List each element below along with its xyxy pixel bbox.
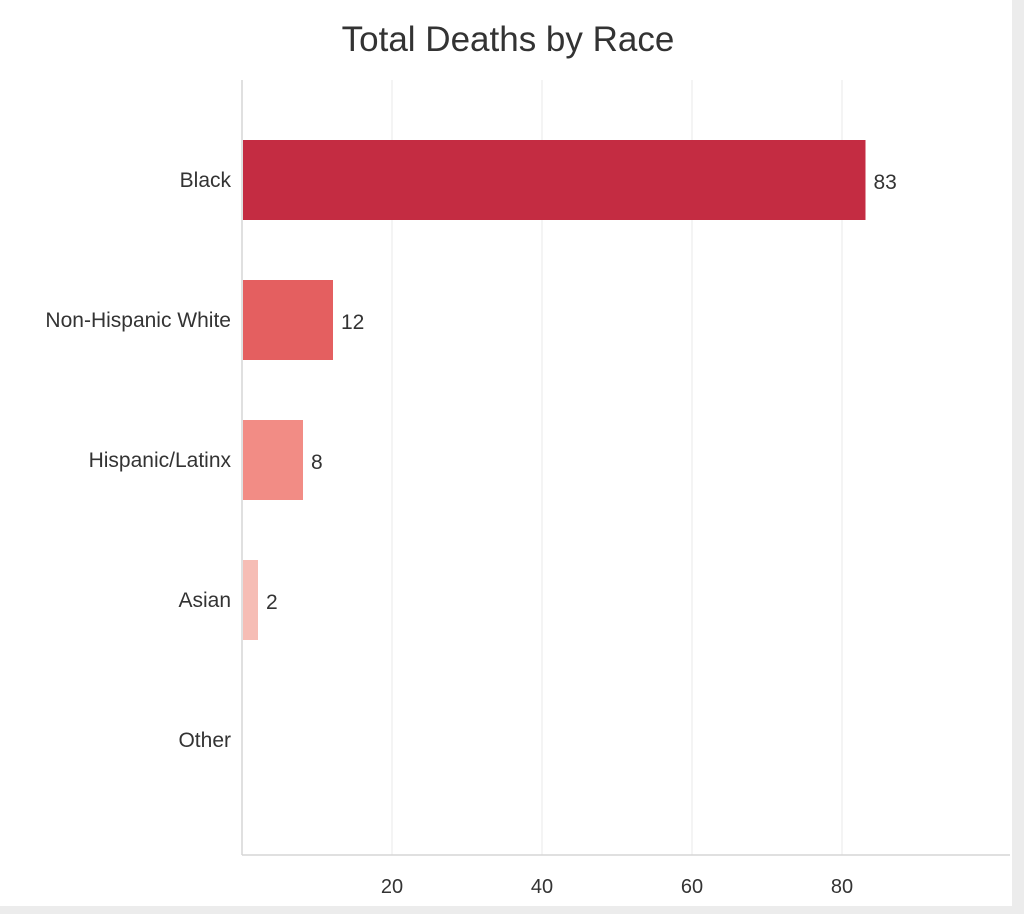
category-label: Asian bbox=[178, 589, 231, 612]
bar bbox=[243, 140, 866, 220]
x-tick-label: 80 bbox=[831, 876, 853, 898]
axes bbox=[241, 80, 1010, 856]
bar bbox=[243, 420, 303, 500]
x-tick-label: 60 bbox=[681, 876, 703, 898]
category-label: Black bbox=[180, 169, 232, 192]
category-label: Hispanic/Latinx bbox=[89, 449, 232, 472]
chart-card: Total Deaths by Race 20 40 60 80 Black 83 Non-… bbox=[0, 0, 1012, 906]
labels: 20 40 60 80 Black 83 Non-Hispanic White 12 Hispa… bbox=[45, 169, 896, 898]
data-label: 12 bbox=[341, 311, 364, 334]
bar bbox=[243, 560, 258, 640]
x-tick-label: 20 bbox=[381, 876, 403, 898]
category-label: Non-Hispanic White bbox=[45, 309, 231, 332]
data-label: 2 bbox=[266, 591, 278, 614]
data-label: 8 bbox=[311, 451, 323, 474]
data-label: 83 bbox=[874, 171, 897, 194]
bar bbox=[243, 280, 333, 360]
bars bbox=[243, 140, 866, 640]
chart-title: Total Deaths by Race bbox=[341, 20, 675, 59]
category-label: Other bbox=[178, 729, 231, 752]
x-tick-label: 40 bbox=[531, 876, 553, 898]
